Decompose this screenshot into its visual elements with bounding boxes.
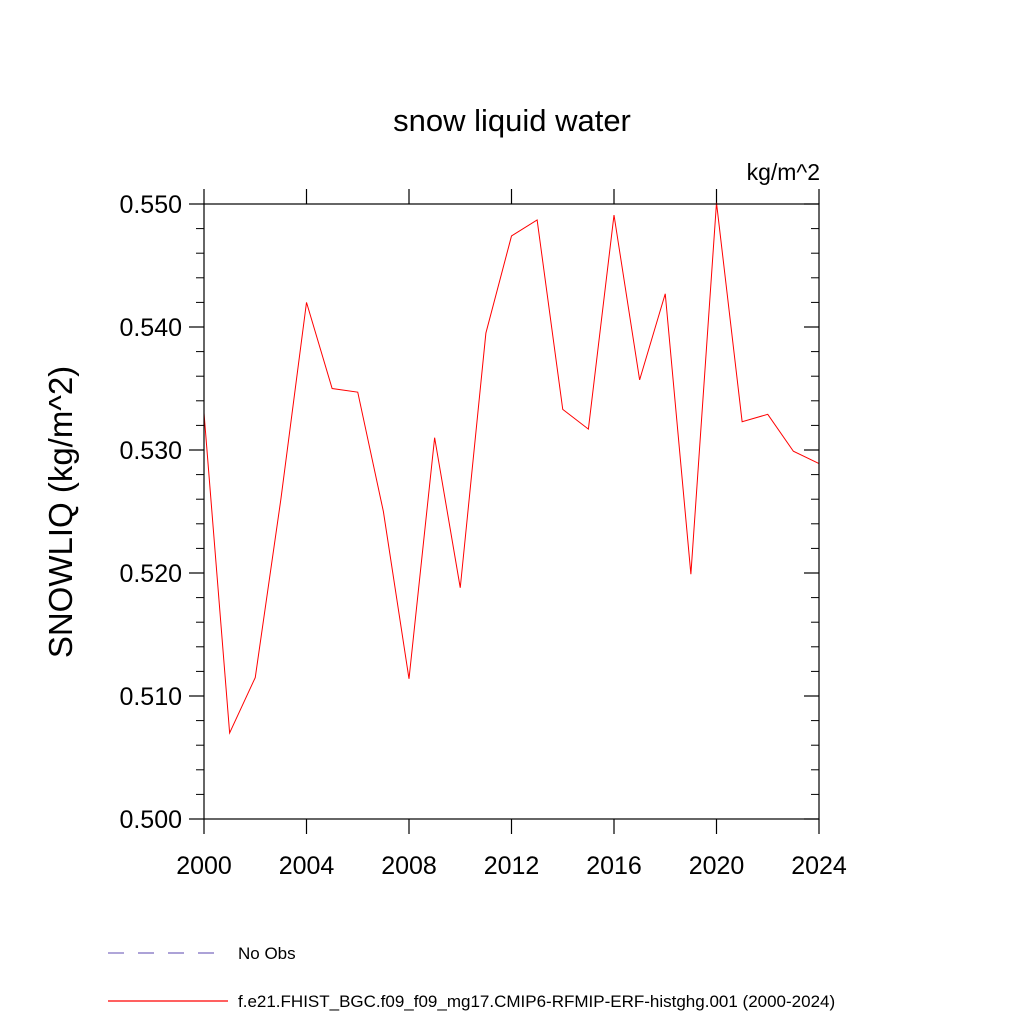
units-label: kg/m^2 — [747, 159, 820, 185]
plot-frame — [203, 203, 820, 820]
series-layer — [203, 202, 820, 735]
x-tick-label-2012: 2012 — [484, 852, 540, 880]
x-tick-label-2004: 2004 — [279, 852, 335, 880]
y-tick-label-0.520: 0.520 — [119, 560, 182, 588]
y-tick-label-0.540: 0.540 — [119, 314, 182, 342]
x-tick-label-2024: 2024 — [791, 852, 847, 880]
y-tick-label-0.510: 0.510 — [119, 683, 182, 711]
x-tick-label-2016: 2016 — [586, 852, 642, 880]
chart-title: snow liquid water — [393, 103, 631, 138]
legend: No Obs f.e21.FHIST_BGC.f09_f09_mg17.CMIP… — [108, 944, 835, 1011]
x-tick-label-2020: 2020 — [689, 852, 745, 880]
axis-ticks — [189, 189, 820, 834]
series-line-0 — [203, 202, 820, 735]
legend-label-no-obs: No Obs — [238, 944, 296, 963]
y-tick-label-0.500: 0.500 — [119, 806, 182, 834]
x-tick-label-2000: 2000 — [176, 852, 232, 880]
legend-label-model-run: f.e21.FHIST_BGC.f09_f09_mg17.CMIP6-RFMIP… — [238, 992, 835, 1011]
tick-labels: 2000 2004 2008 2012 2016 2020 2024 0.500 0.510 0.… — [119, 191, 846, 880]
y-axis-label: SNOWLIQ (kg/m^2) — [42, 366, 79, 658]
y-tick-label-0.550: 0.550 — [119, 191, 182, 219]
x-tick-label-2008: 2008 — [381, 852, 437, 880]
y-tick-label-0.530: 0.530 — [119, 437, 182, 465]
